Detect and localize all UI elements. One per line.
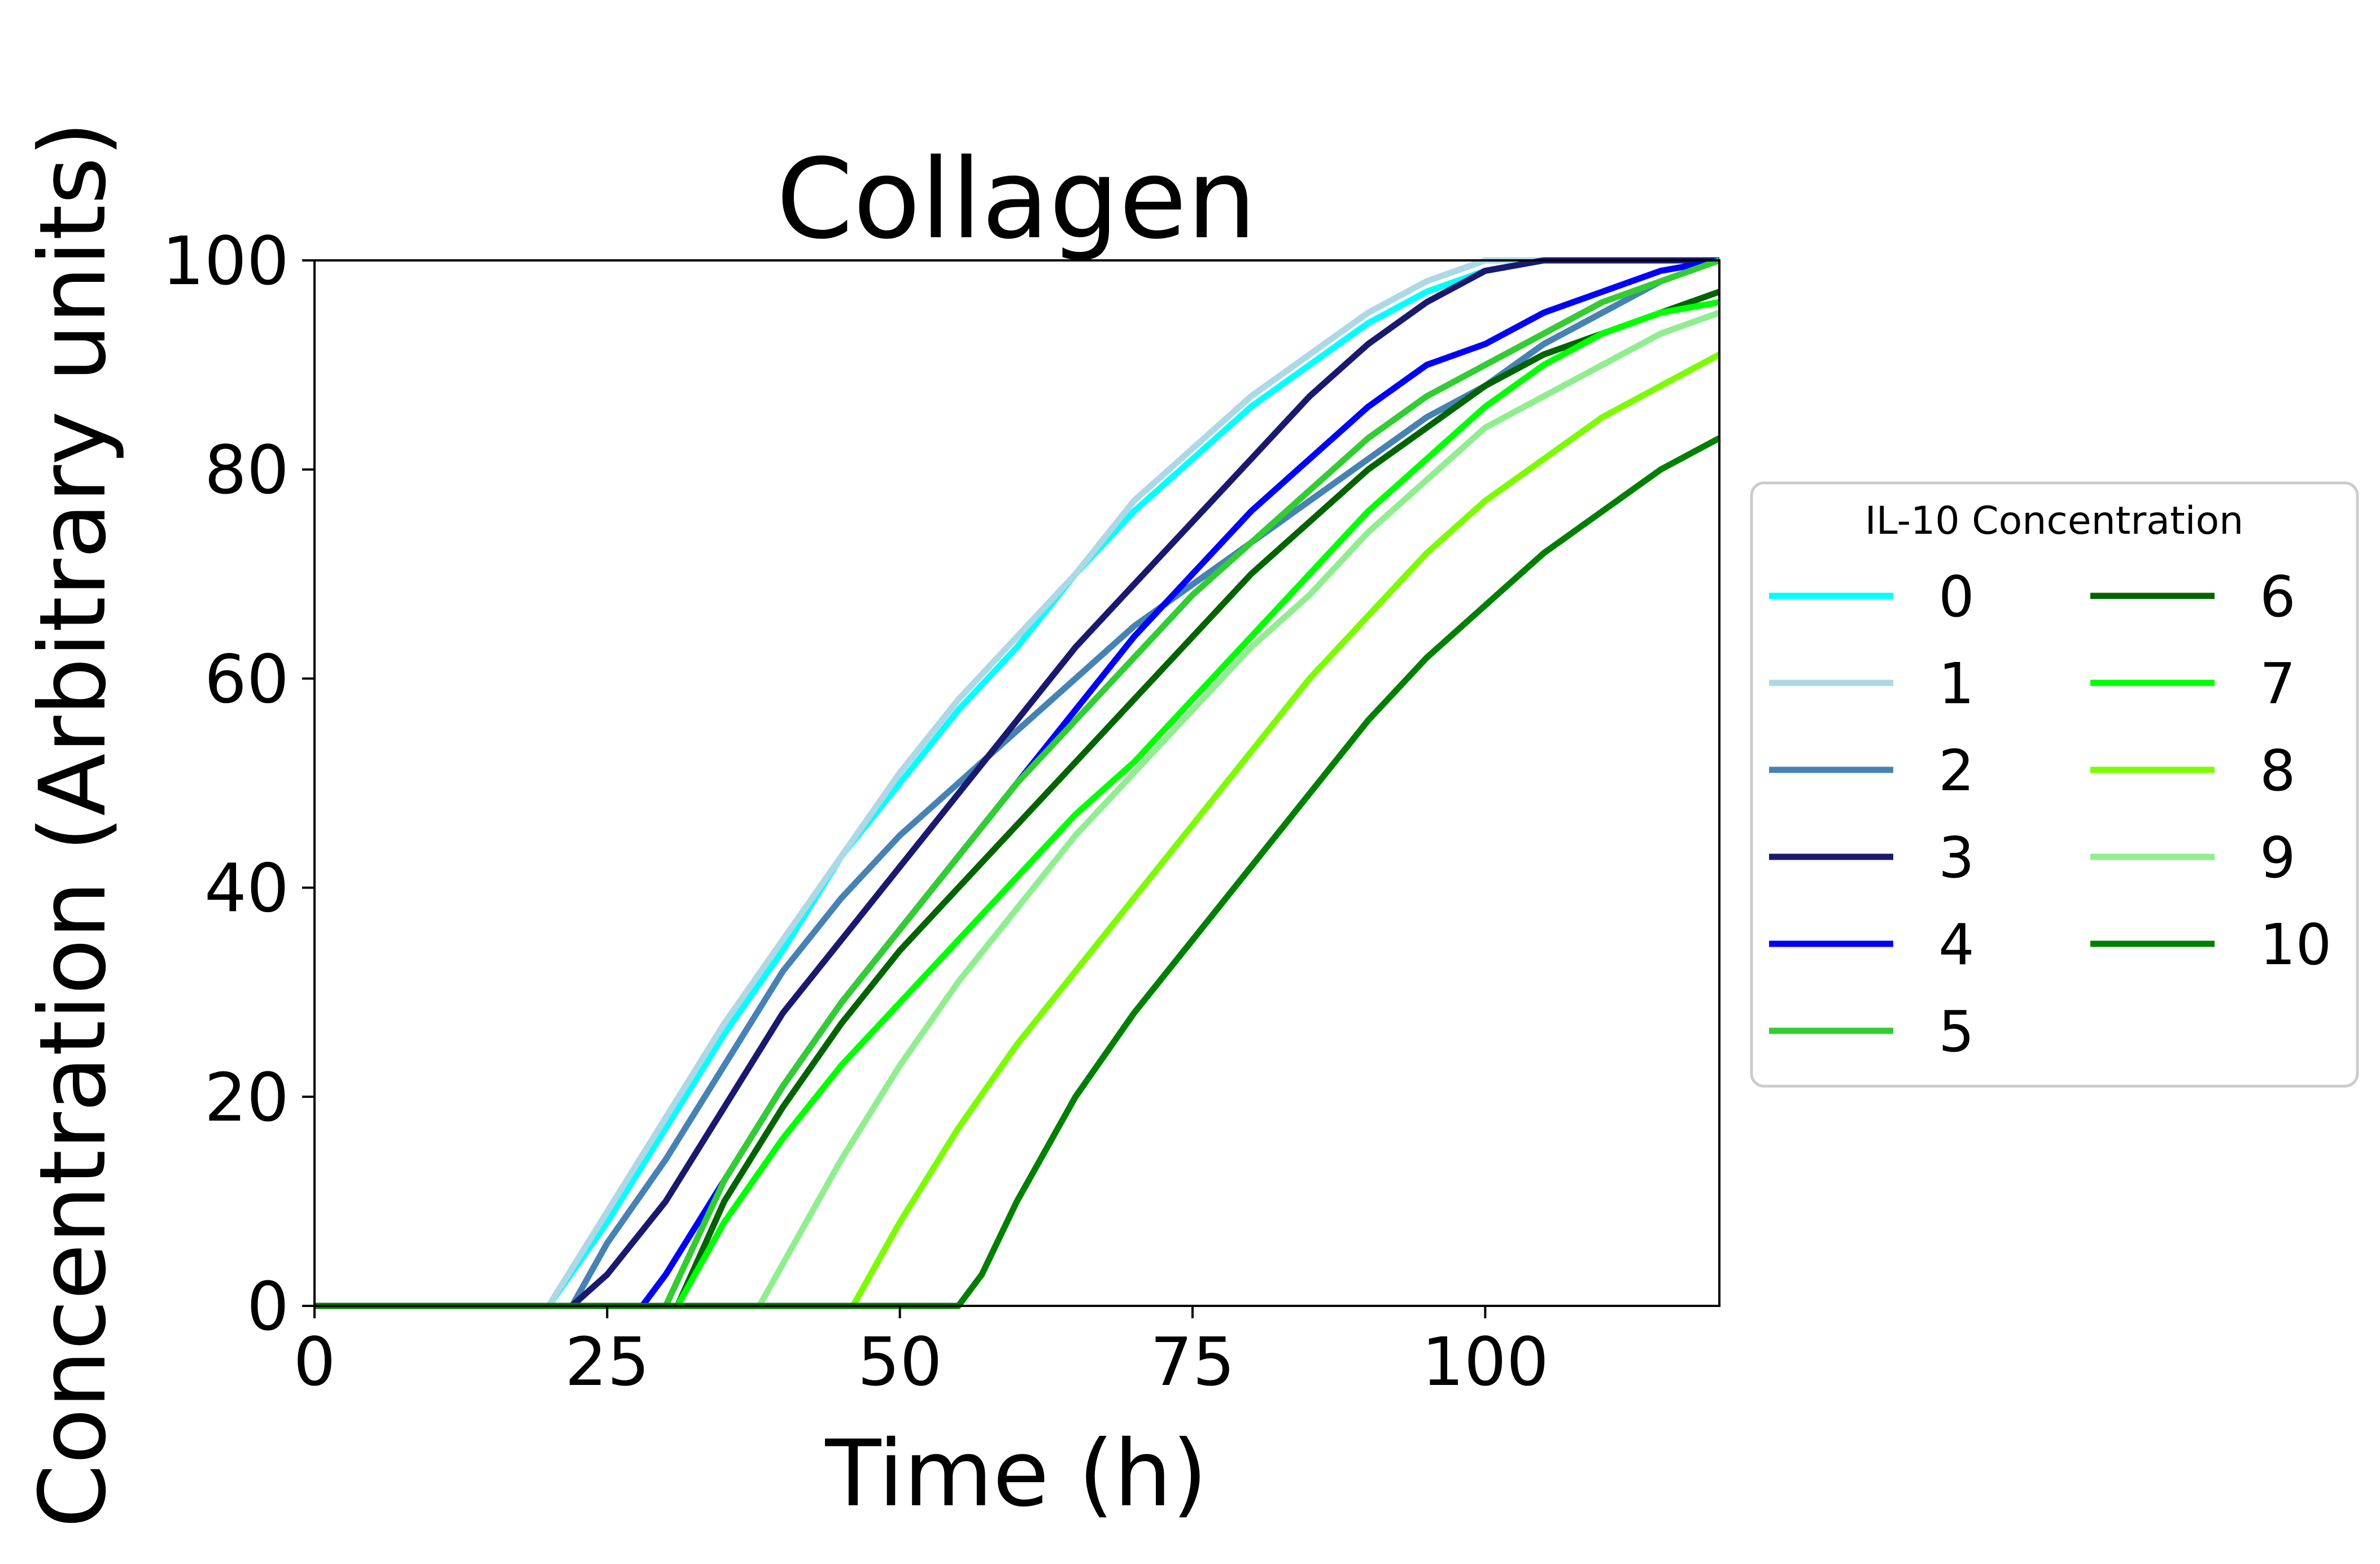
legend-box xyxy=(1750,481,2359,1088)
x-tick-label: 0 xyxy=(293,1323,335,1401)
series-line-3 xyxy=(315,257,1719,1309)
legend: IL-10 Concentration 0 1 2 3 4 5 6 7 8 9 10 xyxy=(1750,481,2359,1088)
series-line-5 xyxy=(315,257,1720,1309)
series-line-6 xyxy=(315,289,1720,1309)
legend-label-0: 0 xyxy=(1938,564,1975,630)
y-axis-ticks: 0 20 40 60 80 100 xyxy=(162,222,315,1345)
y-tick-label: 80 xyxy=(204,431,289,509)
series-line-2 xyxy=(315,257,1720,1309)
series-line-10 xyxy=(315,435,1721,1309)
plot-frame xyxy=(313,259,1720,1307)
x-tick-label: 75 xyxy=(1150,1323,1235,1401)
series-line-1 xyxy=(315,257,1719,1309)
legend-label-3: 3 xyxy=(1938,825,1975,891)
legend-label-5: 5 xyxy=(1938,999,1975,1065)
series-line-9 xyxy=(315,310,1720,1309)
y-tick-label: 60 xyxy=(204,640,289,718)
legend-label-4: 4 xyxy=(1938,912,1975,978)
x-tick-label: 25 xyxy=(565,1323,649,1401)
x-axis-ticks: 0 25 50 75 100 xyxy=(293,1306,1549,1401)
y-axis-title: Concentration (Arbitrary units) xyxy=(20,121,126,1528)
y-tick-label: 0 xyxy=(247,1267,289,1345)
series-line-7 xyxy=(315,299,1720,1309)
y-tick-label: 100 xyxy=(162,222,289,300)
legend-label-7: 7 xyxy=(2260,651,2296,717)
x-tick-label: 100 xyxy=(1422,1323,1549,1401)
legend-title: IL-10 Concentration xyxy=(1865,499,2243,543)
series-line-0 xyxy=(315,257,1719,1309)
legend-label-9: 9 xyxy=(2260,825,2296,891)
x-tick-label: 50 xyxy=(858,1323,942,1401)
legend-label-8: 8 xyxy=(2260,738,2296,804)
y-tick-label: 20 xyxy=(204,1058,289,1136)
legend-label-10: 10 xyxy=(2260,912,2331,978)
legend-label-2: 2 xyxy=(1938,738,1975,804)
x-axis-title: Time (h) xyxy=(824,1421,1207,1527)
series-lines xyxy=(315,257,1721,1309)
y-tick-label: 40 xyxy=(204,849,289,927)
legend-label-6: 6 xyxy=(2260,564,2296,630)
chart-title: Collagen xyxy=(776,135,1257,263)
legend-label-1: 1 xyxy=(1938,651,1975,717)
series-line-8 xyxy=(315,351,1721,1309)
